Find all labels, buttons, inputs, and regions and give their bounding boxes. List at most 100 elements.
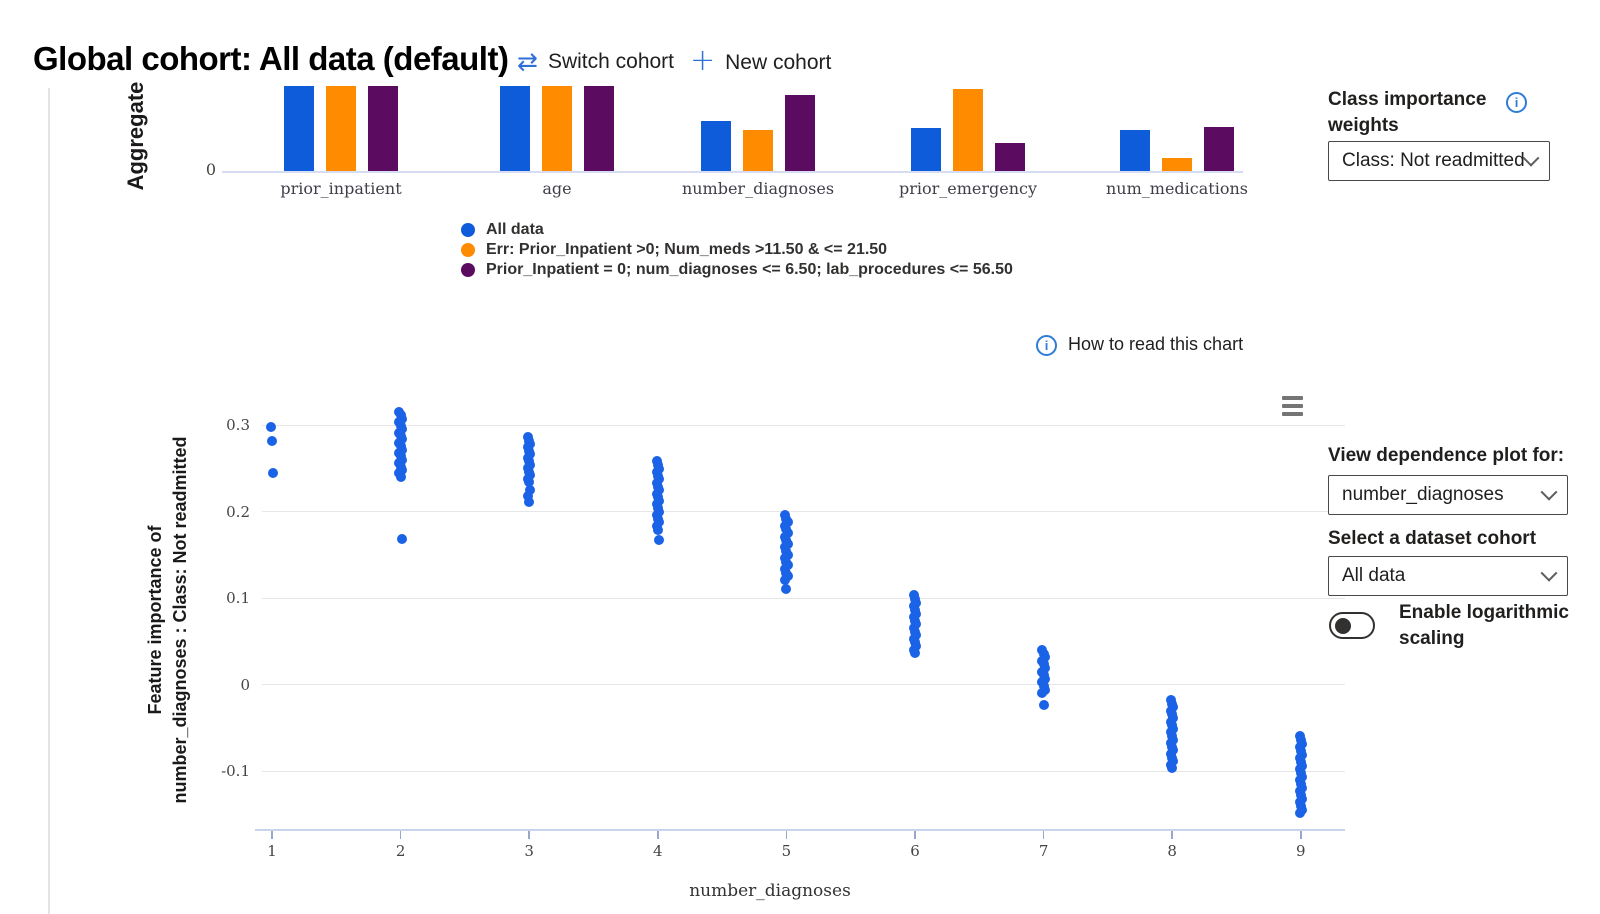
bar-num_medications-series1[interactable] bbox=[1162, 158, 1192, 171]
scatter-y-tick: 0.1 bbox=[226, 589, 250, 607]
pane-divider bbox=[48, 88, 50, 914]
scatter-gridline bbox=[262, 424, 1345, 426]
scatter-x-tick: 1 bbox=[267, 842, 277, 860]
scatter-x-tick: 5 bbox=[781, 842, 792, 860]
dataset-cohort-dropdown[interactable]: All data bbox=[1328, 556, 1568, 596]
scatter-x-tick-mark bbox=[914, 831, 916, 839]
scatter-x-tick: 9 bbox=[1296, 842, 1306, 860]
log-scaling-toggle[interactable] bbox=[1329, 612, 1375, 639]
scatter-x-tick-mark bbox=[271, 831, 273, 839]
scatter-gridline bbox=[262, 684, 1345, 685]
scatter-point[interactable] bbox=[396, 534, 407, 545]
scatter-point[interactable] bbox=[780, 574, 791, 585]
how-to-read-chart-button[interactable]: How to read this chart bbox=[1068, 334, 1244, 354]
bar-prior_emergency-series2[interactable] bbox=[995, 143, 1025, 171]
legend-dot bbox=[461, 243, 475, 257]
legend-dot bbox=[461, 263, 475, 277]
view-dependence-label: View dependence plot for: bbox=[1328, 445, 1565, 466]
toggle-knob bbox=[1335, 617, 1351, 634]
scatter-x-tick-mark bbox=[657, 831, 659, 839]
switch-cohort-icon: ⇄ bbox=[517, 47, 538, 76]
switch-cohort-button[interactable]: ⇄ Switch cohort bbox=[517, 49, 674, 74]
bar-number_diagnoses-series1[interactable] bbox=[743, 130, 773, 171]
bar-number_diagnoses-series0[interactable] bbox=[701, 121, 731, 171]
bar-num_medications-series0[interactable] bbox=[1120, 130, 1150, 171]
legend-item: Prior_Inpatient = 0; num_diagnoses <= 6.… bbox=[461, 260, 1013, 280]
scatter-x-tick-mark bbox=[785, 831, 788, 839]
scatter-point[interactable] bbox=[523, 490, 533, 501]
class-weights-info-icon[interactable]: i bbox=[1506, 92, 1527, 113]
legend-item: Err: Prior_Inpatient >0; Num_meds >11.50… bbox=[461, 240, 887, 260]
scatter-gridline bbox=[262, 597, 1345, 599]
chevron-down-icon bbox=[1540, 564, 1558, 582]
class-weights-dropdown[interactable]: Class: Not readmitted bbox=[1328, 141, 1550, 181]
chevron-down-icon bbox=[1540, 483, 1558, 501]
scatter-x-tick: 3 bbox=[524, 842, 534, 860]
dataset-cohort-dropdown-value: All data bbox=[1342, 565, 1406, 586]
bar-category-label: number_diagnoses bbox=[681, 179, 835, 198]
chevron-down-icon bbox=[1522, 149, 1540, 167]
scatter-x-tick: 4 bbox=[653, 842, 663, 860]
scatter-x-tick: 2 bbox=[395, 842, 406, 860]
bar-category-label: num_medications bbox=[1106, 179, 1248, 198]
log-scaling-toggle-label: Enable logarithmic scaling bbox=[1399, 602, 1569, 649]
bar-age-series1[interactable] bbox=[542, 86, 572, 171]
scatter-point[interactable] bbox=[265, 421, 276, 432]
scatter-x-tick-mark bbox=[1300, 831, 1302, 839]
new-cohort-label: New cohort bbox=[725, 50, 832, 74]
bar-x-axis-line bbox=[222, 171, 1243, 173]
scatter-point[interactable] bbox=[1038, 700, 1049, 711]
scatter-point[interactable] bbox=[524, 477, 535, 488]
scatter-point[interactable] bbox=[395, 471, 406, 482]
bar-category-label: age bbox=[542, 179, 572, 198]
select-cohort-label: Select a dataset cohort bbox=[1328, 528, 1537, 549]
scatter-y-tick: -0.1 bbox=[221, 762, 250, 780]
dependence-feature-dropdown[interactable]: number_diagnoses bbox=[1328, 475, 1568, 515]
scatter-point[interactable] bbox=[1037, 688, 1048, 699]
scatter-point[interactable] bbox=[524, 496, 535, 507]
bar-prior_emergency-series0[interactable] bbox=[911, 128, 941, 171]
class-weights-label: Class importance weights bbox=[1328, 89, 1487, 136]
scatter-point[interactable] bbox=[1294, 808, 1305, 819]
bar-prior_inpatient-series0[interactable] bbox=[284, 86, 314, 171]
switch-cohort-label: Switch cohort bbox=[547, 49, 675, 73]
scatter-point[interactable] bbox=[654, 535, 664, 546]
scatter-y-axis-label: Feature importance of number_diagnoses :… bbox=[143, 340, 193, 900]
bar-number_diagnoses-series2[interactable] bbox=[785, 95, 815, 171]
bar-age-series0[interactable] bbox=[500, 86, 530, 171]
scatter-point[interactable] bbox=[525, 484, 536, 495]
class-weights-dropdown-value: Class: Not readmitted bbox=[1342, 150, 1525, 171]
bar-num_medications-series2[interactable] bbox=[1204, 127, 1234, 171]
new-cohort-button[interactable]: + New cohort bbox=[690, 43, 832, 78]
dependence-feature-dropdown-value: number_diagnoses bbox=[1342, 484, 1504, 505]
legend-item: All data bbox=[461, 220, 544, 240]
scatter-gridline bbox=[262, 770, 1345, 772]
chart-menu-icon[interactable] bbox=[1282, 396, 1303, 420]
plus-icon: + bbox=[690, 43, 716, 78]
bar-age-series2[interactable] bbox=[584, 86, 614, 171]
legend-dot bbox=[461, 223, 475, 237]
scatter-point[interactable] bbox=[910, 648, 920, 659]
scatter-y-axis-label-line2: number_diagnoses : Class: Not readmitted bbox=[170, 436, 190, 804]
bar-y-axis-label: Aggregate bbox=[123, 81, 148, 191]
scatter-point[interactable] bbox=[268, 467, 279, 478]
bar-prior_inpatient-series1[interactable] bbox=[326, 86, 356, 171]
bar-prior_emergency-series1[interactable] bbox=[953, 89, 983, 171]
scatter-point[interactable] bbox=[781, 584, 792, 595]
how-to-read-info-icon[interactable]: i bbox=[1036, 335, 1057, 356]
scatter-x-tick-mark bbox=[528, 831, 530, 839]
scatter-point[interactable] bbox=[652, 524, 663, 535]
bar-category-label: prior_inpatient bbox=[280, 179, 402, 198]
scatter-gridline bbox=[262, 511, 1345, 512]
bar-y-tick-zero: 0 bbox=[205, 160, 216, 179]
bar-category-label: prior_emergency bbox=[898, 179, 1038, 198]
scatter-x-tick-mark bbox=[1042, 831, 1045, 839]
scatter-x-axis-label: number_diagnoses bbox=[689, 881, 851, 901]
scatter-y-axis-label-line1: Feature importance of bbox=[145, 525, 165, 715]
legend-label: Err: Prior_Inpatient >0; Num_meds >11.50… bbox=[486, 241, 888, 258]
scatter-y-tick: 0 bbox=[240, 675, 250, 694]
legend-label: All data bbox=[486, 221, 544, 238]
scatter-point[interactable] bbox=[1167, 763, 1178, 774]
scatter-point[interactable] bbox=[267, 435, 277, 446]
bar-prior_inpatient-series2[interactable] bbox=[368, 86, 398, 171]
